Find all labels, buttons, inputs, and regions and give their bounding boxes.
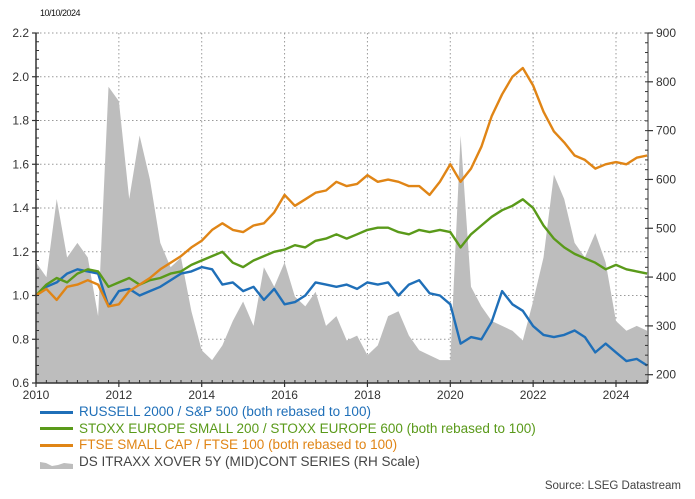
date-label: 10/10/2024 <box>40 8 81 18</box>
x-tick-label: 2012 <box>106 388 133 400</box>
legend: RUSSELL 2000 / S&P 500 (both rebased to … <box>40 404 536 470</box>
x-tick-label: 2010 <box>23 388 50 400</box>
source-note: Source: LSEG Datastream <box>544 480 681 492</box>
y2-tick-label: 700 <box>656 124 676 138</box>
y-tick-label: 1.0 <box>12 289 29 303</box>
legend-item-russell: RUSSELL 2000 / S&P 500 (both rebased to … <box>40 404 536 421</box>
y-tick-label: 2.2 <box>12 26 29 40</box>
legend-swatch-itraxx <box>40 457 73 469</box>
y-tick-label: 0.8 <box>12 332 29 346</box>
axes: 0.6 0.8 1.0 1.2 1.4 1.6 1.8 2.0 2.2 200 300 400 500 6… <box>12 26 676 400</box>
y2-tick-label: 500 <box>656 221 676 235</box>
x-tick-label: 2020 <box>437 388 464 400</box>
area-swatch-icon <box>40 461 73 469</box>
series-line-stoxx <box>35 198 648 297</box>
series-area-itraxx <box>36 86 648 383</box>
legend-item-stoxx: STOXX EUROPE SMALL 200 / STOXX EUROPE 60… <box>40 421 536 438</box>
y2-tick-label: 800 <box>656 75 676 89</box>
area-layer <box>36 86 648 383</box>
line-layer <box>35 66 648 367</box>
y-tick-label: 1.8 <box>12 114 29 128</box>
y-tick-label: 1.4 <box>12 201 29 215</box>
y2-tick-label: 300 <box>656 319 676 333</box>
y-tick-label: 1.6 <box>12 157 29 171</box>
legend-swatch-stoxx <box>40 427 73 431</box>
y-tick-label: 0.6 <box>12 376 29 390</box>
series-line-ftse <box>35 66 648 308</box>
y2-tick-label: 900 <box>656 26 676 40</box>
x-tick-label: 2022 <box>520 388 547 400</box>
y-tick-label: 1.2 <box>12 245 29 259</box>
y-tick-label: 2.0 <box>12 70 29 84</box>
legend-item-ftse: FTSE SMALL CAP / FTSE 100 (both rebased … <box>40 437 536 454</box>
y2-tick-label: 200 <box>656 368 676 382</box>
x-tick-label: 2014 <box>188 388 215 400</box>
legend-label-stoxx: STOXX EUROPE SMALL 200 / STOXX EUROPE 60… <box>79 420 536 436</box>
y2-tick-label: 600 <box>656 172 676 186</box>
x-tick-label: 2018 <box>354 388 381 400</box>
chart: 0.6 0.8 1.0 1.2 1.4 1.6 1.8 2.0 2.2 200 300 400 500 6… <box>12 8 676 400</box>
legend-swatch-ftse <box>40 443 73 447</box>
series-line-russell <box>35 265 648 367</box>
x-tick-label: 2024 <box>603 388 630 400</box>
y2-tick-label: 400 <box>656 270 676 284</box>
x-tick-label: 2016 <box>271 388 298 400</box>
legend-item-itraxx: DS ITRAXX XOVER 5Y (MID)CONT SERIES (RH … <box>40 454 536 471</box>
legend-label-russell: RUSSELL 2000 / S&P 500 (both rebased to … <box>79 404 371 419</box>
legend-label-ftse: FTSE SMALL CAP / FTSE 100 (both rebased … <box>79 437 398 452</box>
legend-swatch-russell <box>40 410 73 414</box>
legend-label-itraxx: DS ITRAXX XOVER 5Y (MID)CONT SERIES (RH … <box>79 453 420 469</box>
